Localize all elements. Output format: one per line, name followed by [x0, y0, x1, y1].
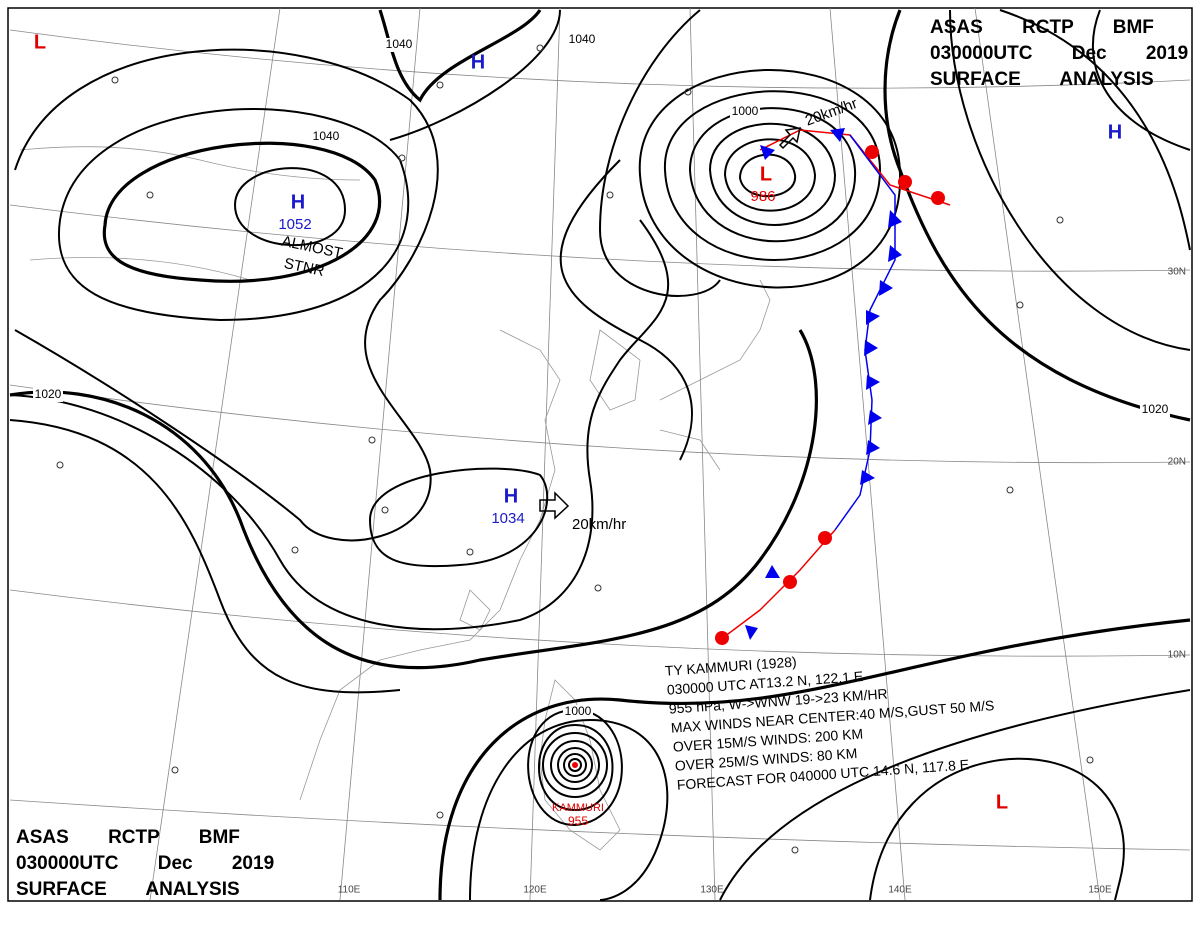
- isobar-label: 1000: [732, 104, 759, 118]
- isobar-label-bg: [1140, 403, 1170, 417]
- isobar-label-bg: [563, 705, 593, 719]
- central-pressure: 986: [750, 188, 775, 205]
- header-line: SURFACE ANALYSIS: [930, 69, 1154, 90]
- pressure-center-symbol: L: [996, 791, 1008, 813]
- longitude-label: 150E: [1088, 885, 1112, 896]
- map-frame: [7, 7, 1193, 902]
- movement-arrows: [539, 127, 801, 520]
- pressure-center-symbol: L: [34, 31, 46, 53]
- movement-label: 20km/hr: [572, 516, 626, 533]
- isobar-label: 1020: [35, 387, 62, 401]
- isobar-label-bg: [311, 130, 341, 144]
- isobar-label: 1000: [565, 704, 592, 718]
- isobar-label: 1040: [313, 129, 340, 143]
- pressure-center-symbol: H: [1108, 121, 1122, 143]
- fronts: [715, 128, 951, 645]
- typhoon-name: KAMMURI: [552, 802, 604, 814]
- longitude-label: 130E: [700, 885, 724, 896]
- isobar-label: 1040: [569, 32, 596, 46]
- header-line: ASAS RCTP BMF: [16, 827, 240, 848]
- isobar-label-bg: [33, 388, 63, 402]
- latitude-label: 30N: [1168, 267, 1186, 278]
- isobar-label-bg: [384, 38, 414, 52]
- latitude-label: 20N: [1168, 457, 1186, 468]
- header-line: ASAS RCTP BMF: [930, 17, 1154, 38]
- coastlines: [19, 146, 771, 851]
- typhoon-center: [572, 762, 578, 768]
- typhoon-pressure: 955: [568, 814, 588, 828]
- pressure-center-symbol: H: [504, 485, 518, 507]
- pressure-center-symbol: H: [291, 191, 305, 213]
- pressure-center-symbol: L: [760, 163, 772, 185]
- header-line: 030000UTC Dec 2019: [16, 853, 274, 874]
- pressure-center-symbol: H: [471, 51, 485, 73]
- isobar-label: 1020: [1142, 402, 1169, 416]
- isobar-label-bg: [730, 105, 760, 119]
- isobar-label: 1040: [386, 37, 413, 51]
- longitude-label: 120E: [523, 885, 547, 896]
- central-pressure: 1052: [278, 216, 311, 233]
- isobar-label-bg: [567, 33, 597, 47]
- central-pressure: 1034: [491, 510, 524, 527]
- station-plots: [56, 44, 1094, 854]
- longitude-label: 140E: [888, 885, 912, 896]
- isobars: [9, 9, 1191, 901]
- header-line: 030000UTC Dec 2019: [930, 43, 1188, 64]
- longitude-label: 110E: [338, 885, 361, 896]
- latitude-label: 10N: [1168, 650, 1186, 661]
- header-line: SURFACE ANALYSIS: [16, 879, 240, 900]
